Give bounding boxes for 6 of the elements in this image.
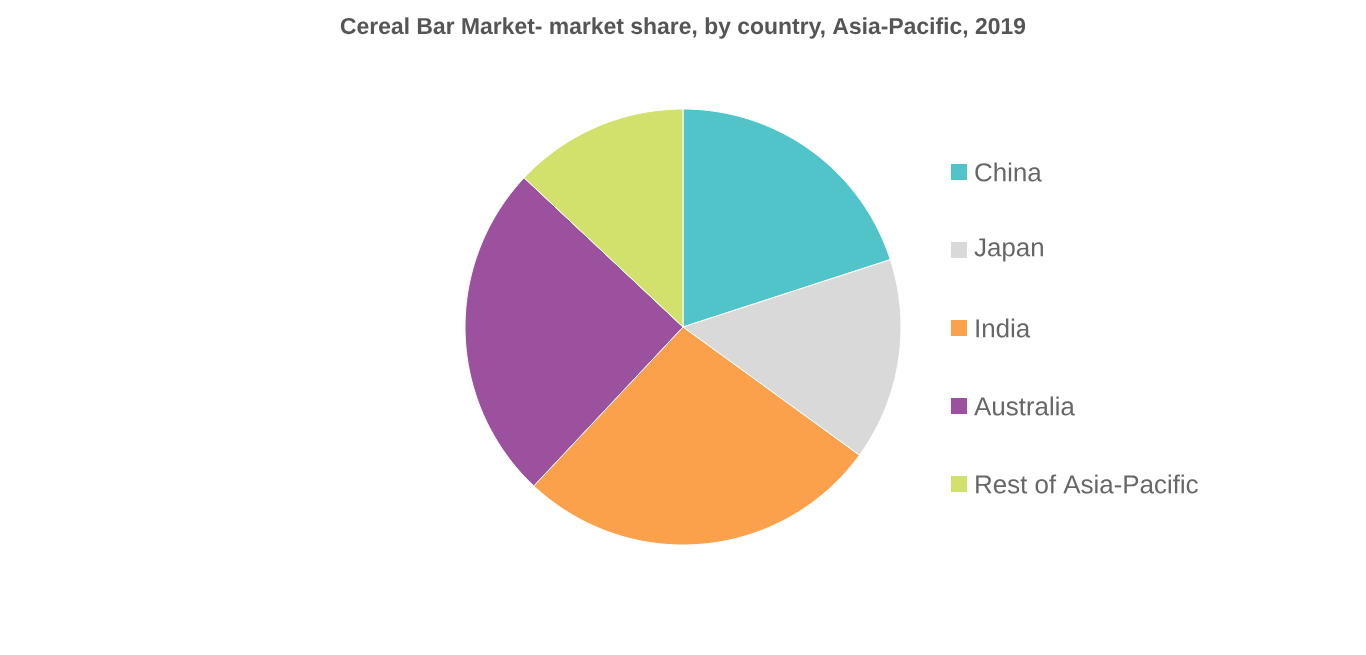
legend-label: Japan (974, 238, 1043, 262)
legend-label: Australia (974, 396, 1075, 416)
legend-label: China (975, 162, 1042, 182)
legend-label: India (976, 318, 1031, 338)
chart-title: Cereal Bar Market- market share, by country, Asia-Pacific, 2019 (340, 17, 1026, 39)
legend-label: Rest of Asia-Pacific (976, 474, 1198, 494)
